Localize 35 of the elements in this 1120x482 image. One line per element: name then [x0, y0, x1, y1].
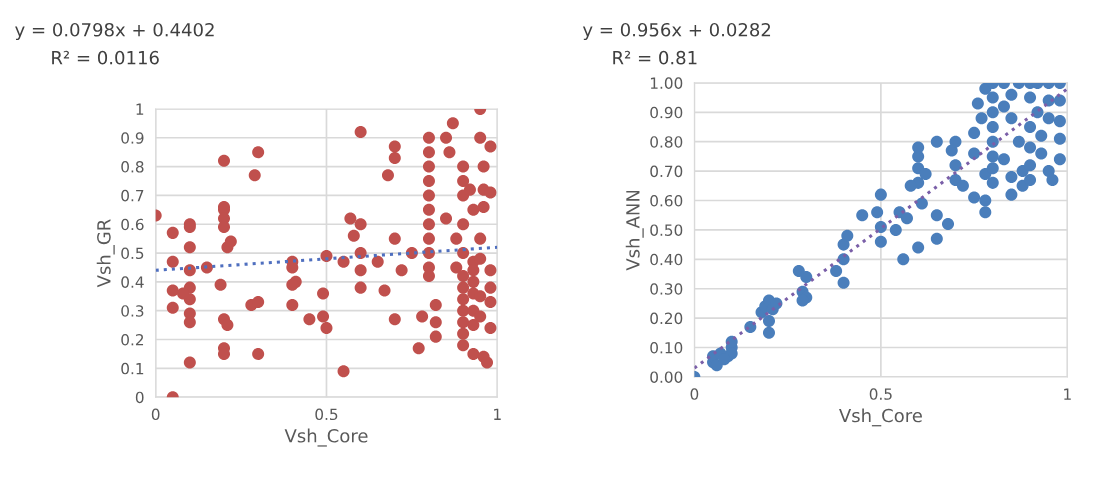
y-tick-label: 1.00 [650, 77, 683, 89]
y-tick-label: 0.3 [121, 305, 144, 317]
y-tick-label: 0.50 [650, 224, 683, 236]
y-tick-label: 0.7 [121, 189, 144, 202]
y-tick-label: 0.70 [650, 165, 683, 178]
text: R² = 0.81 [613, 50, 697, 65]
y-tick-label: 0.90 [650, 106, 683, 119]
x-tick-label: 0.5 [869, 388, 892, 400]
text: y = 0.956x + 0.0282 [582, 22, 771, 41]
x-tick-label: 1 [1064, 388, 1071, 400]
y-tick-label: 0.2 [121, 333, 144, 346]
y-tick-label: 0.60 [650, 194, 683, 207]
x-tick-label: 1 [494, 408, 501, 420]
y-axis-title: Vsh_GR [96, 219, 115, 288]
y-tick-label: 0.10 [650, 341, 683, 354]
y-tick-label: 0.4 [121, 276, 144, 288]
y-tick-label: 0.40 [650, 253, 683, 266]
text: R² = 0.0116 [52, 50, 159, 65]
y-tick-label: 0.5 [121, 247, 144, 260]
x-axis-title: Vsh_Core [839, 408, 922, 427]
y-tick-label: 1 [136, 103, 144, 115]
y-tick-label: 0.00 [650, 371, 683, 383]
x-tick-label: 0.5 [315, 408, 338, 421]
y-tick-label: 0.1 [121, 362, 144, 375]
y-tick-label: 0.8 [121, 161, 144, 173]
x-tick-label: 0 [151, 408, 160, 421]
y-tick-label: 0.9 [121, 132, 144, 144]
y-tick-label: 0.80 [650, 136, 683, 148]
y-tick-label: 0.30 [650, 283, 683, 295]
y-tick-label: 0.6 [121, 218, 144, 231]
y-tick-label: 0.20 [650, 312, 683, 325]
x-tick-label: 0 [690, 388, 699, 400]
text: y = 0.0798x + 0.4402 [15, 22, 214, 41]
y-axis-title: Vsh_ANN [625, 190, 644, 271]
x-axis-title: Vsh_Core [284, 428, 368, 447]
